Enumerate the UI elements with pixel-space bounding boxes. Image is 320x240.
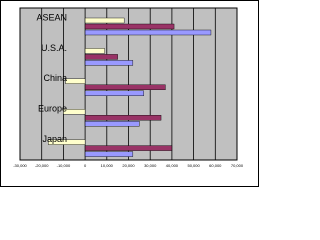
y-tick-label: ASEAN [36, 12, 67, 22]
x-tick-label: -10,000 [57, 163, 71, 168]
x-tick-label: 30,000 [144, 163, 157, 168]
bar [84, 145, 173, 151]
y-tick-label: U.S.A. [41, 43, 67, 53]
x-tick-label: -20,000 [35, 163, 49, 168]
bar [84, 29, 212, 36]
bar [84, 17, 125, 24]
bar [84, 54, 118, 60]
x-tick-label: 10,000 [101, 163, 114, 168]
bar [84, 151, 134, 157]
bar [65, 78, 86, 85]
bar [84, 23, 175, 30]
bar [84, 114, 162, 121]
bar [63, 108, 86, 115]
bar [84, 90, 144, 97]
bar [84, 48, 105, 54]
bar [84, 120, 140, 127]
x-tick-label: -30,000 [13, 163, 27, 168]
x-tick-label: 0 [84, 163, 87, 168]
x-tick-label: 70,000 [231, 163, 244, 168]
x-tick-label: 50,000 [187, 163, 200, 168]
x-tick-label: 40,000 [166, 163, 179, 168]
bar [84, 84, 166, 91]
bar [84, 60, 134, 66]
bar [48, 139, 86, 145]
x-tick-label: 20,000 [122, 163, 135, 168]
chart: -30,000 -20,000 -10,000 0 10,000 20,000 30,000… [0, 0, 259, 187]
y-tick-label: Japan [42, 134, 67, 144]
y-tick-label: Europe [38, 104, 67, 114]
x-tick-label: 60,000 [209, 163, 222, 168]
y-tick-label: China [43, 73, 67, 83]
